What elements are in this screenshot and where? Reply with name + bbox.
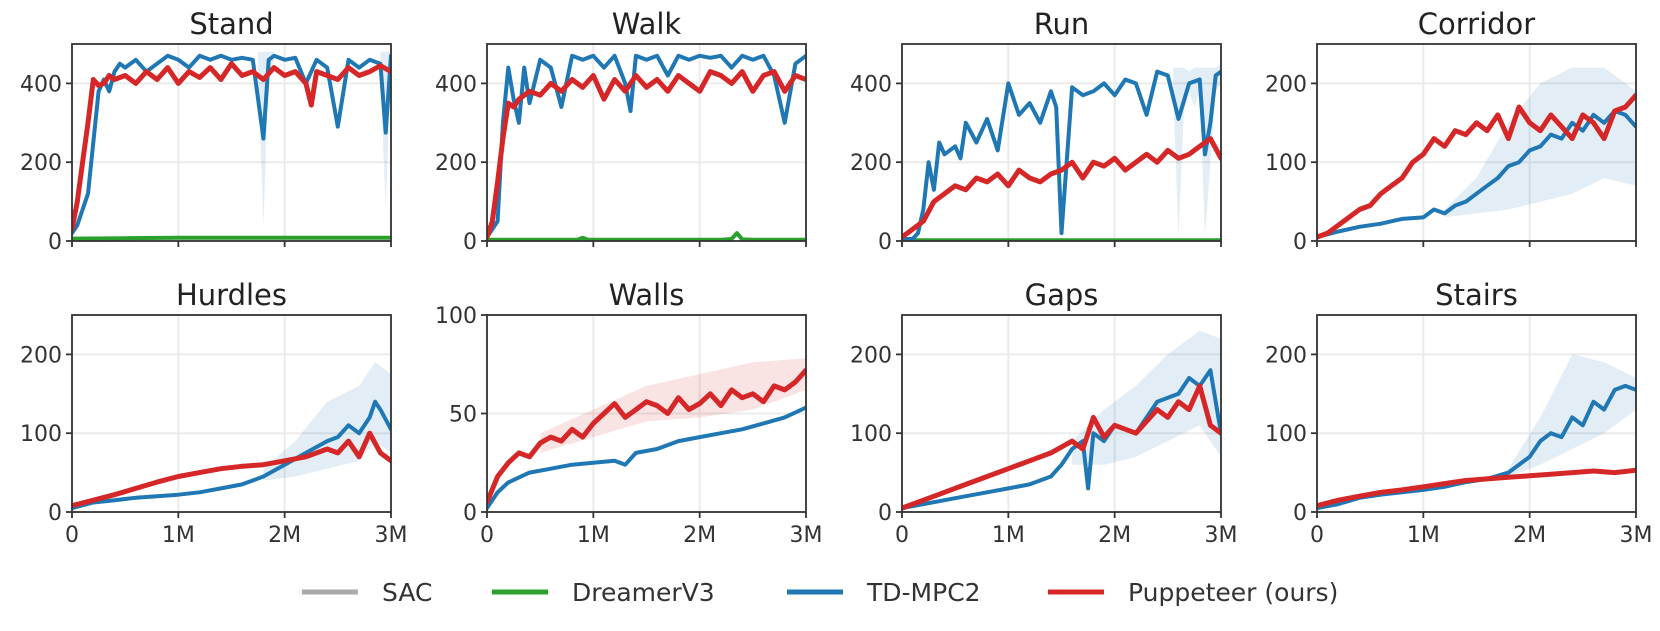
legend-item-td-mpc2: TD-MPC2	[787, 578, 981, 607]
x-tick-label: 1M	[162, 523, 195, 548]
series-puppeteer-ours	[1317, 467, 1636, 509]
y-tick-label: 200	[850, 151, 892, 176]
x-tick-label: 3M	[790, 523, 823, 548]
y-tick-label: 200	[1265, 343, 1307, 368]
y-tick-label: 400	[850, 72, 892, 97]
x-tick-label: 2M	[1513, 523, 1546, 548]
series-td-mpc2	[1317, 109, 1636, 240]
x-tick-label: 0	[1310, 523, 1324, 548]
plot-frame	[901, 314, 1222, 513]
series-puppeteer-ours	[72, 61, 391, 232]
legend: SAC DreamerV3 TD-MPC2 Puppeteer (ours)	[302, 578, 1338, 607]
y-tick-label: 200	[20, 343, 62, 368]
series-dreamerv3	[72, 235, 391, 241]
plot-frame	[901, 43, 1222, 242]
panel-title: Corridor	[1418, 7, 1536, 41]
panel-title: Stairs	[1435, 278, 1518, 312]
x-tick-label: 3M	[1205, 523, 1238, 548]
legend-label: SAC	[382, 578, 432, 607]
y-tick-label: 0	[878, 230, 892, 255]
x-tick-label: 3M	[375, 523, 408, 548]
y-tick-label: 0	[1293, 501, 1307, 526]
series-puppeteer-ours	[72, 430, 391, 509]
series-dreamerv3	[487, 231, 806, 241]
legend-label: DreamerV3	[572, 578, 715, 607]
panel-title: Gaps	[1025, 278, 1099, 312]
x-tick-label: 2M	[268, 523, 301, 548]
x-tick-label: 1M	[992, 523, 1025, 548]
y-tick-label: 0	[463, 501, 477, 526]
y-tick-label: 100	[1265, 422, 1307, 447]
band-td-mpc2-0	[1072, 330, 1221, 465]
y-tick-label: 0	[48, 230, 62, 255]
legend-item-dreamerv3: DreamerV3	[492, 578, 715, 607]
x-tick-label: 1M	[1407, 523, 1440, 548]
y-tick-label: 100	[850, 422, 892, 447]
y-tick-label: 400	[435, 72, 477, 97]
panels: 0 200 400 Stand 0 200 400 Walk 0 200 400 Run 0 100 200…	[20, 7, 1652, 548]
panel-title: Stand	[189, 7, 273, 41]
panel-corridor: 0 100 200 Corridor	[1265, 7, 1637, 255]
panel-stand: 0 200 400 Stand	[20, 7, 392, 255]
panel-title: Hurdles	[176, 278, 287, 312]
x-tick-label: 0	[895, 523, 909, 548]
series-td-mpc2	[487, 405, 806, 511]
panel-walk: 0 200 400 Walk	[435, 7, 807, 255]
y-tick-label: 100	[435, 304, 477, 329]
series-td-mpc2	[902, 368, 1221, 511]
y-tick-label: 0	[878, 501, 892, 526]
series-td-mpc2	[902, 69, 1221, 241]
x-tick-label: 0	[65, 523, 79, 548]
y-tick-label: 0	[1293, 230, 1307, 255]
plot-frame	[71, 43, 392, 242]
series-puppeteer-ours	[487, 367, 806, 505]
panel-title: Run	[1034, 7, 1090, 41]
panel-title: Walls	[609, 278, 685, 312]
panel-gaps: 0 1M 2M 3M 0 100 200 Gaps	[850, 278, 1237, 548]
series-puppeteer-ours	[1317, 92, 1636, 240]
series-puppeteer-ours	[487, 69, 806, 240]
series-td-mpc2	[487, 53, 806, 240]
y-tick-label: 0	[463, 230, 477, 255]
y-tick-label: 200	[435, 151, 477, 176]
series-td-mpc2	[72, 53, 391, 236]
plot-frame	[1316, 314, 1637, 513]
band-td-mpc2-0	[1173, 63, 1221, 238]
y-tick-label: 200	[1265, 72, 1307, 97]
band-td-mpc2-0	[258, 51, 274, 226]
x-tick-label: 3M	[1620, 523, 1653, 548]
x-tick-label: 1M	[577, 523, 610, 548]
legend-item-sac: SAC	[302, 578, 432, 607]
x-tick-label: 2M	[1098, 523, 1131, 548]
y-tick-label: 100	[1265, 151, 1307, 176]
plot-frame	[71, 314, 392, 513]
y-tick-label: 200	[850, 343, 892, 368]
x-tick-label: 2M	[683, 523, 716, 548]
legend-label: TD-MPC2	[866, 578, 981, 607]
y-tick-label: 200	[20, 151, 62, 176]
plot-frame	[1316, 43, 1637, 242]
panel-hurdles: 0 1M 2M 3M 0 100 200 Hurdles	[20, 278, 407, 548]
y-tick-label: 400	[20, 72, 62, 97]
series-puppeteer-ours	[902, 136, 1221, 240]
panel-run: 0 200 400 Run	[850, 7, 1222, 255]
panel-walls: 0 1M 2M 3M 0 50 100 Walls	[435, 278, 822, 548]
y-tick-label: 100	[20, 422, 62, 447]
series-puppeteer-ours	[902, 383, 1221, 511]
y-tick-label: 50	[449, 403, 477, 428]
x-tick-label: 0	[480, 523, 494, 548]
y-tick-label: 0	[48, 501, 62, 526]
panel-stairs: 0 1M 2M 3M 0 100 200 Stairs	[1265, 278, 1652, 548]
legend-label: Puppeteer (ours)	[1128, 578, 1338, 607]
series-td-mpc2	[72, 399, 391, 511]
legend-item-puppeteer-ours: Puppeteer (ours)	[1048, 578, 1338, 607]
panel-title: Walk	[612, 7, 682, 41]
plot-frame	[486, 43, 807, 242]
